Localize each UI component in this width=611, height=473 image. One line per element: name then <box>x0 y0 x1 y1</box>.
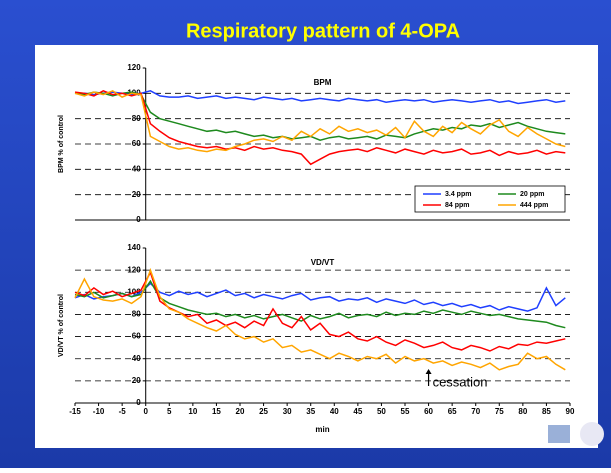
x-tick-label: -10 <box>93 407 105 416</box>
x-tick-label: 85 <box>542 407 551 416</box>
logo <box>580 422 604 446</box>
chart-title: BPM <box>314 78 332 87</box>
x-tick-label: 10 <box>188 407 197 416</box>
x-tick-label: 15 <box>212 407 221 416</box>
legend-label: 84 ppm <box>445 202 470 209</box>
x-tick-label: 30 <box>283 407 292 416</box>
x-tick-label: 25 <box>259 407 268 416</box>
x-tick-label: 75 <box>495 407 504 416</box>
slide-title: Respiratory pattern of 4-OPA <box>186 20 460 42</box>
x-tick-label: 70 <box>471 407 480 416</box>
x-tick-label: -15 <box>69 407 81 416</box>
x-axis-label: min <box>315 425 329 434</box>
annotation: cessation <box>433 374 488 389</box>
x-tick-label: 20 <box>236 407 245 416</box>
y-tick-label: 120 <box>127 63 141 72</box>
x-tick-label: 40 <box>330 407 339 416</box>
legend-box <box>414 185 566 213</box>
x-tick-label: 0 <box>143 407 148 416</box>
x-tick-label: 50 <box>377 407 386 416</box>
series-line <box>75 89 566 105</box>
legend-label: 20 ppm <box>520 191 545 198</box>
x-tick-label: 45 <box>353 407 362 416</box>
x-tick-label: 55 <box>401 407 410 416</box>
x-tick-label: 5 <box>167 407 172 416</box>
panel <box>35 45 598 448</box>
x-tick-label: 90 <box>566 407 575 416</box>
annotation-arrowhead <box>425 369 432 374</box>
x-tick-label: 65 <box>448 407 457 416</box>
series-line <box>74 89 566 153</box>
y-tick-label: 120 <box>127 265 141 274</box>
legend-label: 444 ppm <box>520 202 548 209</box>
series-line <box>74 270 566 352</box>
x-tick-label: 35 <box>306 407 315 416</box>
x-tick-label: 80 <box>518 407 527 416</box>
x-tick-label: -5 <box>119 407 127 416</box>
x-tick-label: 60 <box>424 407 433 416</box>
series-line <box>74 89 566 166</box>
y-tick-label: 140 <box>127 243 141 252</box>
y-axis-label: VD/VT % of control <box>58 294 65 357</box>
series-line <box>74 267 566 371</box>
series-line <box>74 91 566 141</box>
legend-label: 3.4 ppm <box>445 191 471 198</box>
y-axis-label: BPM % of control <box>58 115 65 173</box>
chart-title: VD/VT <box>311 258 335 267</box>
logo <box>548 425 570 443</box>
